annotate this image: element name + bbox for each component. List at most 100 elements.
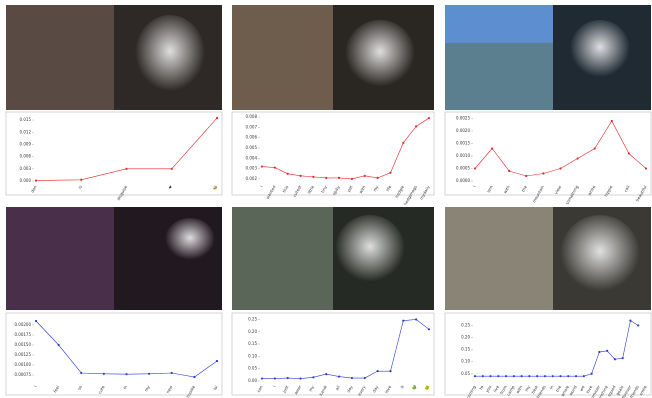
y-tick-label: 0.05 [248, 366, 257, 371]
x-tick-label: pet [346, 184, 354, 193]
point [376, 176, 379, 180]
point [637, 324, 640, 327]
point [80, 371, 83, 375]
chart-frame [444, 312, 652, 396]
photo-3 [445, 5, 651, 110]
point [508, 169, 511, 173]
y-tick-label: 0.00075 [14, 372, 31, 377]
x-tick-label: to [478, 384, 485, 390]
point [215, 359, 219, 363]
line [475, 320, 639, 377]
x-tick-label: live [492, 384, 500, 393]
x-tick-label: coming [465, 384, 477, 398]
point [325, 373, 328, 376]
x-tick-label: it [399, 384, 405, 389]
x-tick-label: with [358, 184, 367, 194]
x-tick-label: from [499, 384, 508, 395]
x-tick-label: i [33, 385, 38, 388]
point [337, 176, 341, 180]
y-tick-label: 0.003 [246, 166, 258, 171]
point [520, 375, 523, 378]
point [574, 375, 578, 378]
y-tick-label: 0.25 [248, 316, 257, 321]
photo-1 [6, 5, 222, 110]
x-tick-label: the [555, 384, 563, 393]
point [543, 375, 547, 378]
x-tick-label: tiny [320, 184, 328, 194]
x-tick-label: cutest [292, 184, 303, 198]
point [363, 174, 366, 177]
point [473, 167, 477, 170]
y-tick-label: 0.15 [248, 341, 257, 346]
y-tick-label: 0.0010 [456, 153, 470, 158]
x-tick-label: you [484, 384, 492, 393]
point [325, 176, 328, 180]
point [610, 119, 613, 123]
y-tick-label: 0.15 [461, 347, 470, 352]
x-tick-label: view [553, 184, 562, 195]
point [312, 175, 315, 178]
x-tick-label: kandi [318, 385, 328, 397]
point [598, 350, 601, 354]
x-tick-label: day [346, 384, 354, 393]
x-tick-label: in [548, 384, 554, 390]
x-tick-label: the [520, 184, 528, 193]
y-tick-label: 0.00 [248, 378, 257, 383]
x-tick-label: my [372, 184, 380, 192]
y-tick-label: 0.002 [246, 176, 258, 181]
point [627, 152, 631, 155]
chart-frame [231, 312, 435, 396]
line [262, 319, 430, 379]
y-tick-label: 0.006 [20, 154, 32, 159]
point [193, 375, 196, 379]
point [491, 147, 494, 150]
x-tick-label: friends [535, 385, 546, 398]
point [376, 370, 379, 373]
y-tick-label: 0.10 [248, 353, 257, 358]
point [427, 116, 431, 120]
x-tick-label: lem [486, 184, 494, 193]
point [525, 174, 528, 178]
point [606, 349, 609, 352]
point [629, 319, 632, 322]
photo-5 [232, 207, 434, 310]
y-tick-label: 0.0005 [456, 166, 470, 171]
x-tick-label: love [585, 384, 594, 394]
x-tick-label: wanted [265, 184, 277, 200]
point [299, 174, 302, 177]
x-tick-label: i [272, 385, 277, 388]
point [350, 376, 354, 380]
point [512, 375, 515, 378]
point [273, 377, 276, 380]
x-tick-label: so [76, 384, 83, 391]
point [644, 167, 648, 170]
x-tick-label: 🐸 [424, 384, 431, 391]
x-tick-label: lol [212, 385, 219, 392]
point [427, 328, 431, 331]
point [536, 375, 539, 378]
y-tick-label: 0.10 [461, 359, 470, 364]
y-tick-label: 0.20 [461, 335, 470, 340]
point [613, 358, 617, 361]
point [473, 375, 477, 378]
x-tick-label: 🐝 [212, 184, 219, 191]
point [415, 318, 418, 321]
x-tick-label: white [587, 184, 597, 196]
y-tick-label: 0.004 [246, 155, 258, 160]
point [299, 377, 302, 380]
point [286, 172, 289, 175]
point [590, 372, 593, 375]
y-tick-label: 0.00200 [14, 322, 31, 327]
x-tick-label: is [77, 185, 83, 190]
point [102, 372, 105, 375]
y-tick-label: 0.25 [461, 322, 470, 327]
y-tick-label: 0.00150 [14, 342, 31, 347]
y-tick-label: 0.012 [20, 129, 32, 134]
point [170, 371, 173, 375]
point [621, 356, 624, 360]
point [170, 167, 173, 170]
point [402, 319, 405, 322]
x-tick-label: hippie [603, 184, 614, 198]
x-tick-label: ❤ [167, 184, 173, 190]
